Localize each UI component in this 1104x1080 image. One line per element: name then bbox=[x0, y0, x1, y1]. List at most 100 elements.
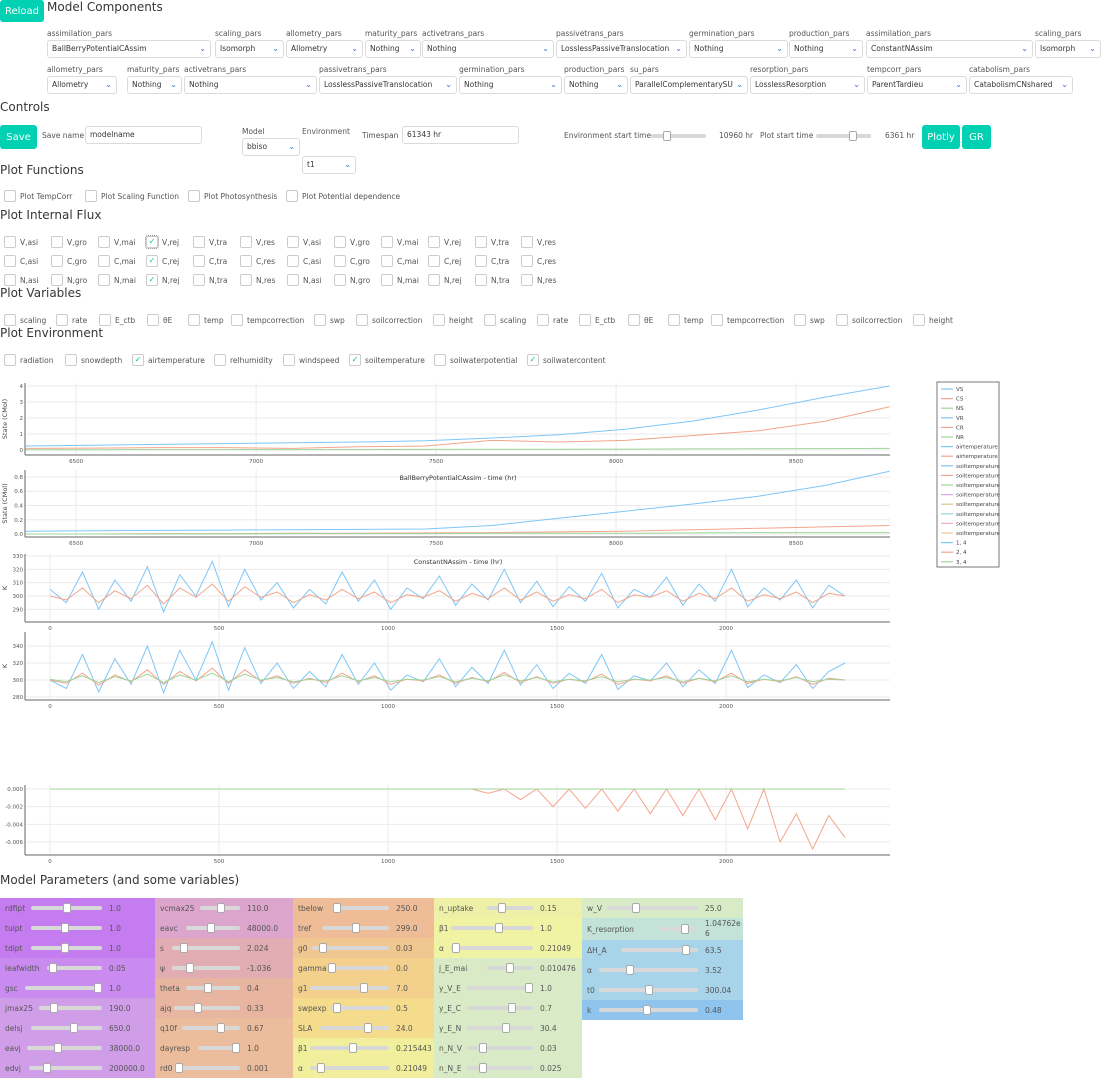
checkbox-item[interactable]: ✓ soilwatercontent bbox=[527, 354, 606, 366]
checkbox[interactable] bbox=[381, 274, 393, 286]
checkbox[interactable] bbox=[628, 314, 640, 326]
slider-thumb[interactable] bbox=[363, 1023, 372, 1033]
parameter-slider[interactable] bbox=[451, 943, 533, 953]
slider-thumb[interactable] bbox=[506, 963, 514, 973]
component-select[interactable]: Nothing ⌄ bbox=[789, 40, 863, 58]
parameter-slider[interactable] bbox=[31, 1023, 102, 1033]
component-select[interactable]: Nothing ⌄ bbox=[689, 40, 788, 58]
checkbox-item[interactable]: ✓ airtemperature bbox=[132, 354, 205, 366]
component-select[interactable]: Nothing ⌄ bbox=[564, 76, 628, 94]
checkbox[interactable] bbox=[484, 314, 496, 326]
environment-select[interactable]: t1 ⌄ bbox=[302, 156, 356, 174]
component-select[interactable]: BallBerryPotentialCAssim ⌄ bbox=[47, 40, 211, 58]
checkbox-item[interactable]: V,mai bbox=[98, 236, 136, 248]
slider-thumb[interactable] bbox=[62, 903, 71, 913]
checkbox-item[interactable]: radiation bbox=[4, 354, 54, 366]
plotly-button[interactable]: Plotly bbox=[922, 125, 960, 149]
parameter-slider[interactable] bbox=[312, 943, 389, 953]
checkbox-item[interactable]: N,asi bbox=[287, 274, 322, 286]
checkbox-item[interactable]: rate bbox=[537, 314, 568, 326]
component-select[interactable]: Allometry ⌄ bbox=[286, 40, 363, 58]
slider-thumb[interactable] bbox=[349, 1043, 358, 1053]
parameter-slider[interactable] bbox=[310, 983, 389, 993]
checkbox-checked[interactable]: ✓ bbox=[132, 354, 144, 366]
component-select[interactable]: Allometry ⌄ bbox=[47, 76, 117, 94]
checkbox[interactable] bbox=[99, 314, 111, 326]
plot-area[interactable]: 6500 7000 7500 8000 8500 0 1 2 3 4 State (CMol) 650… bbox=[0, 0, 1104, 870]
checkbox[interactable] bbox=[428, 236, 440, 248]
checkbox-item[interactable]: V,gro bbox=[334, 236, 370, 248]
checkbox[interactable] bbox=[4, 190, 16, 202]
checkbox-item[interactable]: N,gro bbox=[51, 274, 87, 286]
checkbox-item[interactable]: C,tra bbox=[193, 255, 227, 267]
parameter-slider[interactable] bbox=[182, 1023, 240, 1033]
slider-thumb[interactable] bbox=[70, 1023, 79, 1033]
parameter-slider[interactable] bbox=[320, 1023, 389, 1033]
checkbox[interactable] bbox=[711, 314, 723, 326]
checkbox[interactable] bbox=[98, 274, 110, 286]
checkbox[interactable] bbox=[521, 274, 533, 286]
save-name-input[interactable]: modelname bbox=[85, 126, 202, 144]
checkbox-item[interactable]: rate bbox=[56, 314, 87, 326]
checkbox-item[interactable]: temp bbox=[668, 314, 704, 326]
checkbox-item[interactable]: N,res bbox=[240, 274, 275, 286]
slider-thumb[interactable] bbox=[495, 923, 504, 933]
parameter-slider[interactable] bbox=[310, 1043, 389, 1053]
plot-start-slider[interactable] bbox=[816, 131, 871, 141]
parameter-slider[interactable] bbox=[172, 943, 240, 953]
slider-thumb[interactable] bbox=[662, 131, 671, 141]
checkbox-item[interactable]: soilcorrection bbox=[836, 314, 902, 326]
checkbox-checked[interactable]: ✓ bbox=[349, 354, 361, 366]
checkbox[interactable] bbox=[334, 274, 346, 286]
checkbox[interactable] bbox=[193, 236, 205, 248]
slider-thumb[interactable] bbox=[525, 983, 533, 993]
checkbox[interactable] bbox=[51, 274, 63, 286]
slider-thumb[interactable] bbox=[49, 963, 58, 973]
checkbox[interactable] bbox=[4, 354, 16, 366]
checkbox-item[interactable]: tempcorrection bbox=[711, 314, 784, 326]
checkbox-item[interactable]: V,tra bbox=[193, 236, 227, 248]
slider-thumb[interactable] bbox=[175, 1063, 184, 1073]
parameter-slider[interactable] bbox=[659, 924, 698, 934]
checkbox-item[interactable]: temp bbox=[188, 314, 224, 326]
checkbox[interactable] bbox=[794, 314, 806, 326]
checkbox[interactable] bbox=[56, 314, 68, 326]
parameter-slider[interactable] bbox=[467, 983, 533, 993]
checkbox-item[interactable]: C,gro bbox=[51, 255, 87, 267]
checkbox-item[interactable]: C,res bbox=[521, 255, 556, 267]
slider-thumb[interactable] bbox=[180, 943, 189, 953]
component-select[interactable]: LosslessPassiveTranslocation ⌄ bbox=[319, 76, 457, 94]
parameter-slider[interactable] bbox=[29, 1063, 102, 1073]
checkbox-item[interactable]: scaling bbox=[4, 314, 46, 326]
slider-thumb[interactable] bbox=[207, 923, 216, 933]
slider-thumb[interactable] bbox=[848, 131, 857, 141]
checkbox-item[interactable]: C,asi bbox=[4, 255, 38, 267]
slider-thumb[interactable] bbox=[332, 1003, 341, 1013]
checkbox[interactable] bbox=[381, 255, 393, 267]
slider-thumb[interactable] bbox=[317, 1063, 326, 1073]
checkbox-checked[interactable]: ✓ bbox=[145, 235, 159, 249]
checkbox-item[interactable]: C,mai bbox=[98, 255, 136, 267]
slider-thumb[interactable] bbox=[642, 1005, 651, 1015]
checkbox-item[interactable]: C,res bbox=[240, 255, 275, 267]
checkbox[interactable] bbox=[475, 236, 487, 248]
env-start-slider[interactable] bbox=[651, 131, 706, 141]
checkbox-checked[interactable]: ✓ bbox=[527, 354, 539, 366]
checkbox[interactable] bbox=[51, 255, 63, 267]
checkbox-checked[interactable]: ✓ bbox=[146, 255, 158, 267]
checkbox[interactable] bbox=[65, 354, 77, 366]
parameter-slider[interactable] bbox=[467, 1023, 533, 1033]
slider-thumb[interactable] bbox=[507, 1003, 516, 1013]
checkbox[interactable] bbox=[240, 255, 252, 267]
checkbox[interactable] bbox=[428, 274, 440, 286]
checkbox-item[interactable]: height bbox=[433, 314, 473, 326]
component-select[interactable]: Nothing ⌄ bbox=[184, 76, 317, 94]
save-button[interactable]: Save bbox=[0, 125, 37, 149]
parameter-slider[interactable] bbox=[467, 1003, 533, 1013]
parameter-slider[interactable] bbox=[621, 945, 698, 955]
checkbox-item[interactable]: V,rej bbox=[428, 236, 461, 248]
component-select[interactable]: ParallelComplementarySU ⌄ bbox=[630, 76, 748, 94]
parameter-slider[interactable] bbox=[27, 1043, 102, 1053]
parameter-slider[interactable] bbox=[186, 983, 240, 993]
parameter-slider[interactable] bbox=[31, 943, 102, 953]
